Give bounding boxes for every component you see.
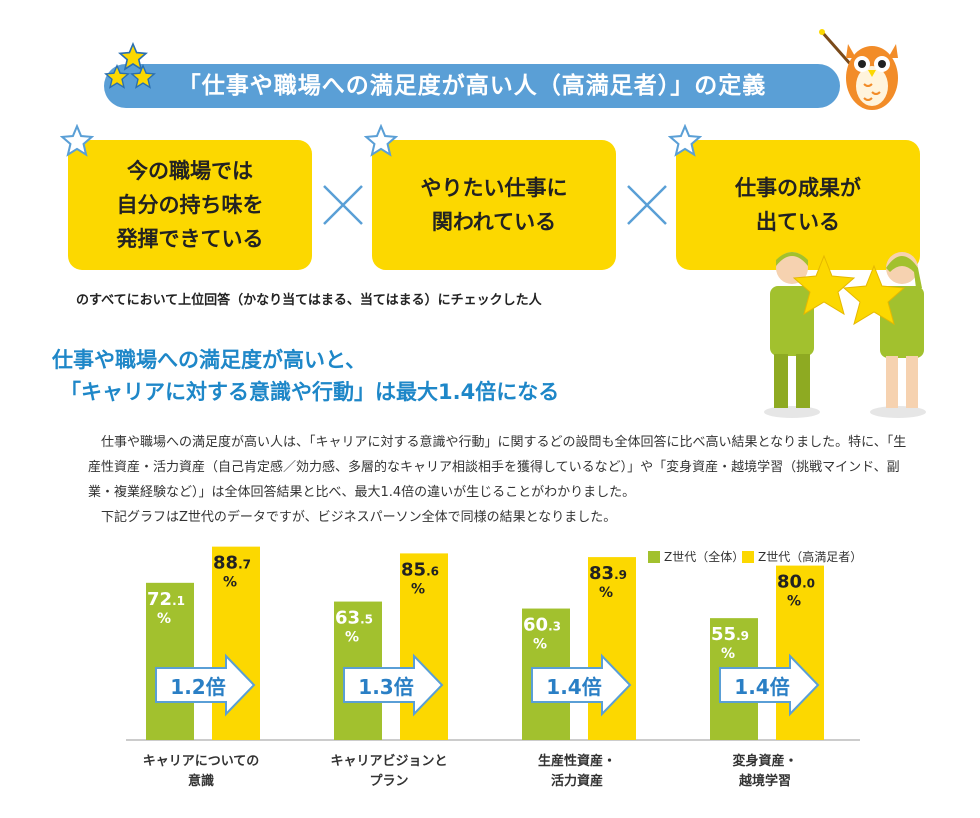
data-label: 80.0	[777, 572, 815, 593]
category-label: キャリアビジョンと プラン	[330, 754, 448, 789]
data-label-unit: %	[223, 575, 237, 591]
data-label-unit: %	[787, 594, 801, 610]
criterion-text: やりたい仕事に 関われている	[420, 176, 568, 234]
legend-item-high-satisfaction: Z世代（高満足者）	[742, 548, 862, 565]
data-label-unit: %	[599, 585, 613, 601]
data-label-unit: %	[721, 646, 735, 662]
category-label: キャリアについての 意識	[142, 754, 260, 789]
cross-icon	[627, 185, 667, 225]
arrow-icon	[719, 653, 820, 717]
data-label-unit: %	[345, 630, 359, 646]
data-label-unit: %	[157, 611, 171, 627]
data-label-unit: %	[533, 637, 547, 653]
bar-high-satisfaction	[212, 546, 260, 740]
data-label: 72.1	[147, 589, 185, 610]
category-label: 生産性資産・ 活力資産	[537, 754, 616, 789]
legend-label: Z世代（全体）	[664, 550, 745, 564]
owl-icon	[819, 29, 898, 110]
star-icon	[104, 64, 130, 89]
arrow-icon	[343, 653, 444, 717]
title-bar: 「仕事や職場への満足度が高い人（高満足者）」の定義	[104, 64, 840, 108]
bar-high-satisfaction	[588, 557, 636, 740]
legend-label: Z世代（高満足者）	[758, 550, 863, 564]
bar-high-satisfaction	[776, 565, 824, 740]
people-with-stars-illustration	[764, 252, 926, 418]
bar-high-satisfaction	[400, 553, 448, 740]
data-label: 60.3	[523, 615, 561, 636]
data-label-unit: %	[411, 581, 425, 597]
star-icon	[60, 124, 94, 157]
multiplier-label: 1.4倍	[546, 675, 601, 699]
body-paragraph-2: 下記グラフはZ世代のデータですが、ビジネスパーソン全体で同様の結果となりました。	[101, 510, 617, 525]
arrow-icon	[155, 653, 256, 717]
criterion-box-3: 仕事の成果が 出ている	[676, 140, 920, 270]
legend-item-overall: Z世代（全体）	[648, 548, 744, 565]
legend-swatch-yellow	[742, 550, 754, 563]
criteria-note: のすべてにおいて上位回答（かなり当てはまる、当てはまる）にチェックした人	[76, 293, 542, 308]
multiplier-label: 1.4倍	[734, 675, 789, 699]
category-label: 変身資産・ 越境学習	[732, 754, 798, 789]
data-label: 55.9	[711, 624, 749, 645]
body-text: 仕事や職場への満足度が高い人は、「キャリアに対する意識や行動」に関するどの設問も…	[88, 430, 918, 530]
page-title: 「仕事や職場への満足度が高い人（高満足者）」の定義	[177, 73, 767, 99]
star-icon	[130, 64, 156, 89]
star-icon	[118, 42, 148, 71]
section-heading-line-1: 仕事や職場への満足度が高いと、	[52, 348, 367, 372]
data-label: 85.6	[401, 559, 439, 580]
criterion-box-2: やりたい仕事に 関われている	[372, 140, 616, 270]
criterion-text: 今の職場では 自分の持ち味を 発揮できている	[116, 159, 264, 251]
bar-overall	[146, 582, 194, 740]
data-label: 83.9	[589, 563, 627, 584]
multiplier-label: 1.3倍	[358, 675, 413, 699]
star-icon	[668, 124, 702, 157]
arrow-icon	[531, 653, 632, 717]
cross-icon	[323, 185, 363, 225]
legend-swatch-green	[648, 550, 660, 563]
star-icon	[364, 124, 398, 157]
criterion-text: 仕事の成果が 出ている	[735, 176, 861, 234]
data-label: 88.7	[213, 553, 251, 574]
body-paragraph-1: 仕事や職場への満足度が高い人は、「キャリアに対する意識や行動」に関するどの設問も…	[88, 435, 907, 500]
section-heading-line-2: 「キャリアに対する意識や行動」は最大1.4倍になる	[60, 380, 560, 404]
data-label: 63.5	[335, 608, 373, 629]
criterion-box-1: 今の職場では 自分の持ち味を 発揮できている	[68, 140, 312, 270]
multiplier-label: 1.2倍	[170, 675, 225, 699]
